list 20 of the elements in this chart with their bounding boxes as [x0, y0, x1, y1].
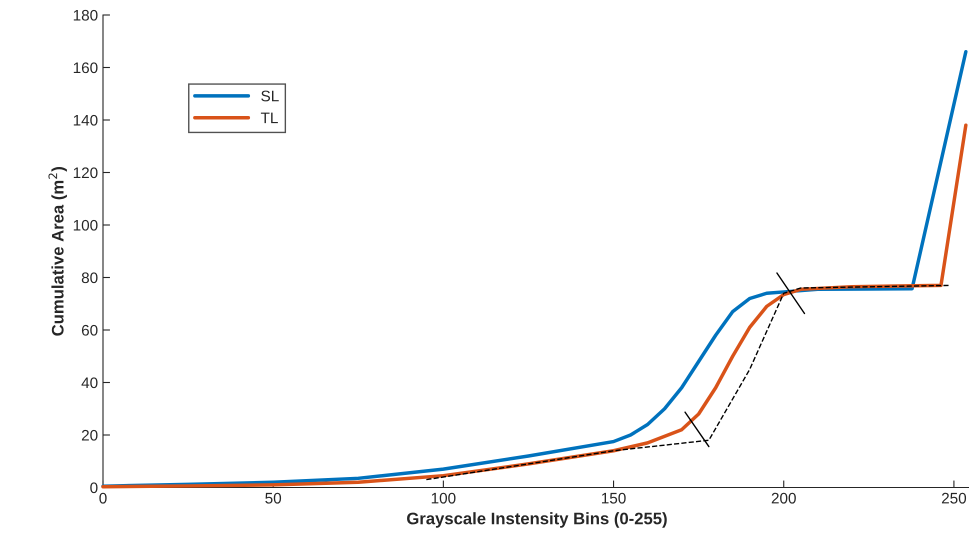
y-tick-label: 180 [74, 10, 98, 21]
y-tick-label: 20 [82, 430, 98, 441]
x-tick-label: 150 [602, 492, 626, 504]
y-tick-label: 100 [74, 220, 98, 231]
legend-label: TL [260, 112, 278, 124]
x-tick-label: 50 [265, 492, 282, 504]
y-tick-label: 0 [90, 482, 98, 494]
y-tick-label: 160 [74, 62, 98, 74]
y-tick-label: 80 [82, 272, 98, 284]
y-tick-label: 60 [82, 324, 98, 336]
legend-label: SL [261, 90, 279, 102]
x-axis-title: Grayscale Instensity Bins (0-255) [407, 512, 667, 528]
x-tick-label: 250 [942, 492, 966, 504]
y-tick-label: 140 [74, 114, 98, 126]
y-tick-label: 120 [74, 167, 98, 178]
y-axis-title: Cumulative Area (m$^{2}$) [48, 167, 67, 336]
x-tick-label: 0 [99, 492, 107, 504]
y-tick-label: 40 [82, 377, 98, 388]
x-tick-label: 200 [772, 492, 796, 504]
x-tick-label: 100 [432, 492, 456, 504]
